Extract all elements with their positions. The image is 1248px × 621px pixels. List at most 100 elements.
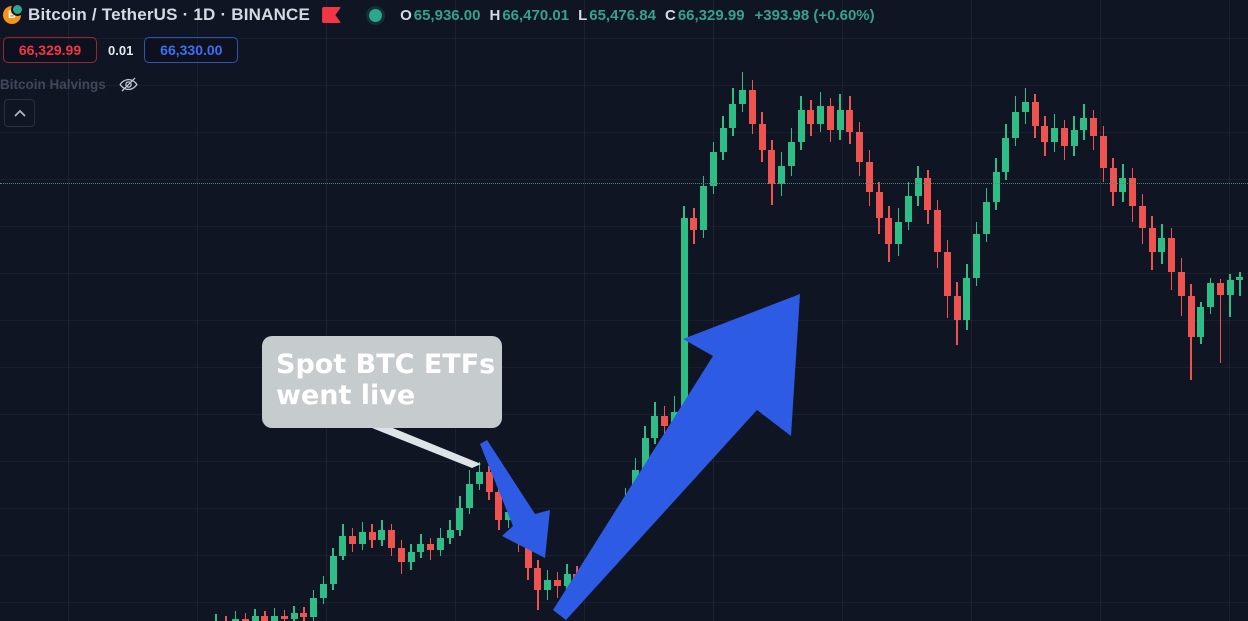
candle-body (826, 105, 834, 130)
candle-body (524, 540, 532, 569)
candle-wick (273, 608, 276, 621)
candle-body (700, 185, 707, 231)
candle-wick (1219, 279, 1221, 363)
candle-body (797, 109, 805, 143)
candle-wick (244, 612, 246, 621)
close-label: C (664, 6, 676, 24)
candle-body (1187, 295, 1195, 338)
candle-body (427, 544, 434, 551)
candle-body (290, 613, 298, 620)
candle-body (924, 178, 932, 210)
indicator-label[interactable]: Bitcoin Halvings (0, 77, 106, 92)
candle-body (1236, 276, 1244, 280)
candle-body (651, 416, 659, 438)
candle-body (388, 529, 395, 548)
candle-body (748, 90, 756, 124)
annotation-line1: Spot BTC ETFs (276, 349, 496, 380)
candle-body (807, 109, 815, 124)
candle-wick (264, 611, 266, 621)
symbol-title[interactable]: Bitcoin / TetherUS · 1D · BINANCE (28, 5, 311, 24)
candle-body (973, 233, 980, 279)
candle-body (778, 166, 785, 185)
annotation-line2: went live (276, 380, 416, 411)
candle-body (1021, 102, 1029, 112)
candle-body (865, 162, 873, 192)
candle-body (271, 615, 278, 621)
candle-body (992, 172, 1000, 203)
candle-body (534, 568, 542, 591)
candle-body (817, 105, 824, 124)
candle-body (456, 508, 464, 530)
candle-body (729, 103, 737, 128)
candle-body (446, 529, 454, 539)
candle-body (1012, 111, 1019, 139)
candle-body (856, 132, 863, 163)
small-down-arrow-drawing[interactable] (480, 440, 550, 558)
candle-body (563, 574, 571, 587)
collapse-panel-button[interactable] (4, 99, 35, 127)
chevron-up-icon (14, 109, 25, 117)
high-label: H (489, 6, 501, 24)
open-value: 65,936.00 (413, 6, 481, 24)
flag-icon[interactable] (322, 7, 342, 23)
candle-body (641, 437, 649, 471)
sell-price-button[interactable]: 66,329.99 (3, 37, 97, 63)
candle-wick (1229, 273, 1231, 318)
candle-wick (283, 609, 285, 621)
candle-body (1226, 279, 1234, 295)
candle-body (232, 618, 239, 621)
candle-body (417, 544, 425, 552)
candle-body (1177, 272, 1185, 296)
candle-body (758, 123, 766, 151)
spread-value: 0.01 (108, 42, 134, 58)
candle-body (358, 532, 366, 545)
candle-body (485, 471, 493, 493)
candle-body (963, 278, 971, 320)
candle-body (495, 492, 503, 521)
candle-body (1041, 126, 1049, 143)
symbol-legend: B Bitcoin / TetherUS · 1D · BINANCE O 65… (3, 3, 875, 25)
candle-body (1099, 136, 1107, 169)
candle-body (280, 615, 288, 620)
candle-body (1197, 306, 1205, 338)
candle-body (251, 616, 259, 621)
annotation-text-box[interactable]: Spot BTC ETFs went live (262, 336, 502, 428)
high-value: 66,470.01 (502, 6, 570, 24)
candle-body (836, 109, 844, 130)
candle-body (1207, 282, 1214, 307)
candle-body (1109, 168, 1117, 192)
candle-body (1060, 127, 1068, 146)
candle-body (544, 580, 551, 591)
low-label: L (578, 6, 588, 24)
candle-body (261, 616, 269, 621)
candle-body (904, 196, 912, 222)
candle-body (505, 511, 512, 521)
candle-body (895, 221, 902, 244)
candle-wick (254, 608, 256, 621)
candle-body (768, 150, 776, 185)
candle-body (407, 551, 415, 563)
candle-body (846, 109, 854, 133)
low-value: 65,476.84 (589, 6, 656, 24)
candle-body (875, 191, 883, 219)
candle-body (475, 471, 483, 484)
candle-body (241, 618, 249, 621)
buy-price-button[interactable]: 66,330.00 (144, 37, 239, 63)
market-status-icon[interactable] (369, 8, 383, 22)
candle-body (436, 538, 444, 551)
eye-off-icon[interactable] (118, 74, 139, 95)
candle-body (690, 218, 698, 231)
candle-body (1129, 178, 1136, 207)
candle-body (982, 202, 990, 234)
candle-body (300, 613, 308, 618)
candle-body (1051, 127, 1058, 143)
indicator-legend: Bitcoin Halvings (0, 74, 139, 95)
candle-wick (225, 615, 227, 621)
candle-body (368, 532, 376, 541)
candle-body (349, 535, 356, 545)
candle-body (1090, 117, 1097, 136)
candle-body (466, 483, 473, 508)
candle-body (553, 580, 561, 587)
big-up-arrow-drawing[interactable] (553, 294, 800, 620)
